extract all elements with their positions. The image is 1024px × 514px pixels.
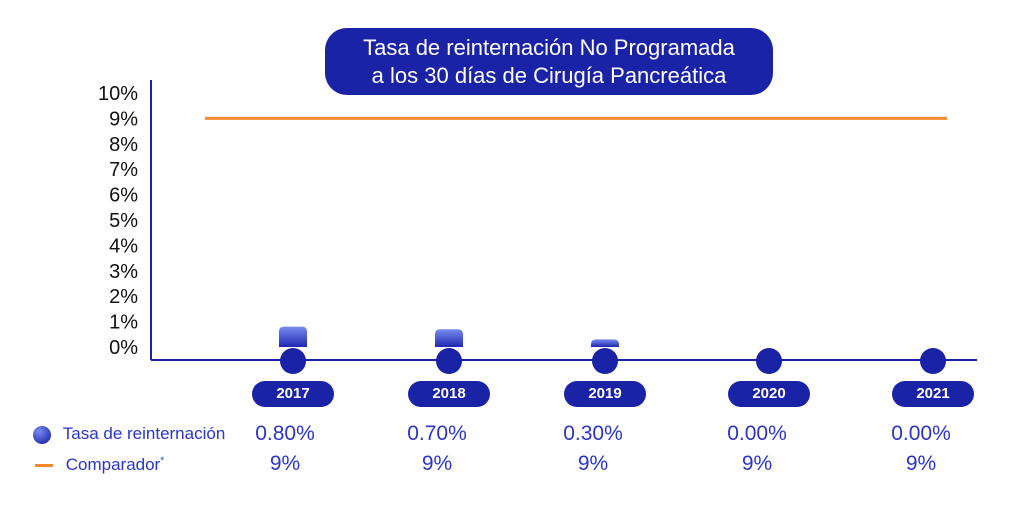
y-tick-label: 7% <box>109 159 138 181</box>
y-tick-label: 6% <box>109 185 138 207</box>
bar <box>435 329 463 347</box>
data-label: 0.30% <box>563 422 623 445</box>
y-tick-label: 8% <box>109 134 138 156</box>
x-tick-label: 2021 <box>892 381 974 407</box>
year-marker <box>756 348 782 374</box>
y-tick-label: 10% <box>98 83 138 105</box>
year-marker <box>920 348 946 374</box>
title-line-1: Tasa de reinternación No Programada <box>363 35 735 60</box>
data-label: 0.80% <box>255 422 315 445</box>
bar <box>591 339 619 347</box>
x-tick-label: 2020 <box>728 381 810 407</box>
data-label: 0.00% <box>891 422 951 445</box>
data-label: 9% <box>577 452 609 475</box>
data-label: 0.70% <box>407 422 467 445</box>
y-tick-label: 2% <box>109 286 138 308</box>
data-label: 0.00% <box>727 422 787 445</box>
legend-circle-icon <box>33 425 51 444</box>
title-line-2: a los 30 días de Cirugía Pancreática <box>371 63 727 88</box>
bar <box>279 326 307 347</box>
legend-label: Comparador* <box>65 455 165 474</box>
y-tick-label: 3% <box>109 261 138 283</box>
year-marker <box>280 348 306 374</box>
x-tick-label: 2017 <box>252 381 334 407</box>
legend-item-rate: Tasa de reinternación <box>32 424 225 445</box>
data-label: 9% <box>741 452 773 475</box>
data-label: 9% <box>905 452 937 475</box>
x-tick-label: 2019 <box>564 381 646 407</box>
data-label: 9% <box>269 452 301 475</box>
y-tick-label: 5% <box>109 210 138 232</box>
y-tick-label: 4% <box>109 235 138 257</box>
legend-label: Tasa de reinternación <box>62 424 226 443</box>
year-marker <box>592 348 618 374</box>
data-label: 9% <box>421 452 453 475</box>
x-tick-label: 2018 <box>408 381 490 407</box>
y-tick-label: 1% <box>109 312 138 334</box>
y-tick-label: 9% <box>109 108 138 130</box>
chart-title: Tasa de reinternación No Programada a lo… <box>325 28 773 95</box>
legend-item-comparator: Comparador* <box>35 455 164 475</box>
legend-line-icon <box>35 464 53 468</box>
year-marker <box>436 348 462 374</box>
y-tick-label: 0% <box>109 337 138 359</box>
